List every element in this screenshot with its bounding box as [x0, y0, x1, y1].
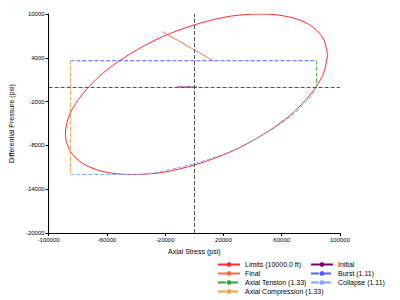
- svg-text:-8000: -8000: [29, 142, 45, 148]
- svg-text:Axial Tension (1.33): Axial Tension (1.33): [245, 279, 306, 287]
- svg-text:4000: 4000: [31, 55, 45, 61]
- svg-text:10000: 10000: [28, 11, 45, 17]
- svg-text:Final: Final: [245, 270, 261, 277]
- svg-text:Initial: Initial: [338, 261, 355, 268]
- svg-text:Limits (10000.0 ft): Limits (10000.0 ft): [245, 261, 301, 269]
- svg-text:-60000: -60000: [98, 237, 117, 243]
- svg-text:Axial Compression (1.33): Axial Compression (1.33): [245, 288, 324, 296]
- svg-text:Differential Pressure (psi): Differential Pressure (psi): [8, 84, 16, 163]
- svg-text:-2000: -2000: [29, 99, 45, 105]
- svg-text:-20000: -20000: [156, 237, 175, 243]
- svg-text:-20000: -20000: [26, 230, 45, 236]
- svg-text:Collapse (1.11): Collapse (1.11): [338, 279, 385, 287]
- svg-text:Burst (1.11): Burst (1.11): [338, 270, 374, 278]
- svg-text:100000: 100000: [330, 237, 351, 243]
- svg-text:Axial Stress (psi): Axial Stress (psi): [168, 248, 221, 256]
- svg-text:60000: 60000: [273, 237, 290, 243]
- svg-text:-100000: -100000: [38, 237, 61, 243]
- svg-text:20000: 20000: [215, 237, 232, 243]
- svg-text:-14000: -14000: [26, 186, 45, 192]
